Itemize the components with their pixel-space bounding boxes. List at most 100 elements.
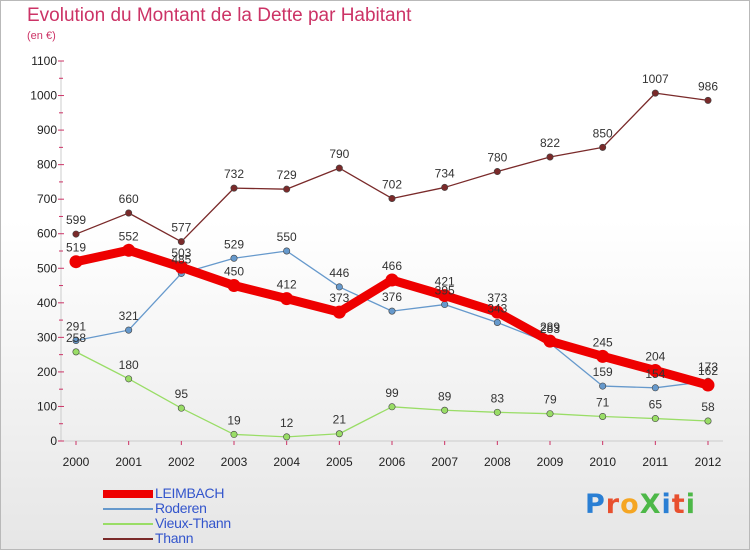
data-point-roderen [493, 319, 501, 327]
x-tick-label: 2009 [537, 455, 564, 469]
data-point-roderen [388, 307, 396, 315]
data-label-thann: 822 [540, 136, 560, 150]
data-label-roderen: 395 [435, 284, 455, 298]
data-label-leimbach: 552 [119, 229, 139, 243]
data-label-leimbach: 450 [224, 265, 244, 279]
data-label-roderen: 550 [277, 230, 297, 244]
y-tick-label: 100 [37, 399, 57, 413]
data-point-roderen [72, 336, 80, 344]
data-label-thann: 1007 [642, 72, 669, 86]
data-point-leimbach [438, 289, 452, 303]
data-label-vieux-thann: 83 [491, 391, 505, 405]
data-label-vieux-thann: 99 [385, 386, 399, 400]
y-tick-label: 500 [37, 261, 57, 275]
data-point-thann [230, 184, 238, 192]
data-point-leimbach [490, 305, 504, 319]
data-point-leimbach [596, 349, 610, 363]
series-line-thann [75, 92, 709, 243]
data-point-roderen [441, 301, 449, 309]
data-label-thann: 729 [277, 168, 297, 182]
data-point-leimbach [122, 243, 136, 257]
legend-item-thann: Thann [103, 531, 231, 546]
data-label-vieux-thann: 79 [543, 393, 557, 407]
data-label-vieux-thann: 19 [227, 413, 241, 427]
y-tick-label: 1000 [30, 89, 57, 103]
data-label-roderen: 159 [593, 365, 613, 379]
data-label-roderen: 154 [645, 367, 665, 381]
data-label-vieux-thann: 89 [438, 389, 452, 403]
data-point-roderen [125, 326, 133, 334]
data-point-thann [441, 183, 449, 191]
legend-label-roderen: Roderen [155, 500, 207, 516]
data-point-leimbach [701, 378, 715, 392]
series-layer [69, 89, 715, 441]
data-label-vieux-thann: 71 [596, 395, 610, 409]
data-point-leimbach [648, 364, 662, 378]
data-label-thann: 660 [119, 192, 139, 206]
data-label-leimbach: 412 [277, 278, 297, 292]
data-point-vieux-thann [599, 412, 607, 420]
x-tick-label: 2001 [115, 455, 142, 469]
data-label-leimbach: 204 [645, 350, 665, 364]
data-label-leimbach: 245 [593, 335, 613, 349]
data-point-thann [177, 238, 185, 246]
data-point-leimbach [385, 273, 399, 287]
data-point-thann [599, 143, 607, 151]
data-label-vieux-thann: 12 [280, 416, 294, 430]
data-label-leimbach: 519 [66, 241, 86, 255]
data-label-thann: 599 [66, 213, 86, 227]
data-point-roderen [335, 283, 343, 291]
data-label-thann: 732 [224, 167, 244, 181]
x-tick-label: 2003 [221, 455, 248, 469]
data-point-leimbach [280, 292, 294, 306]
data-point-roderen [230, 254, 238, 262]
data-point-thann [546, 153, 554, 161]
data-label-thann: 702 [382, 177, 402, 191]
data-label-vieux-thann: 95 [175, 387, 189, 401]
data-point-thann [72, 230, 80, 238]
data-label-roderen: 283 [540, 322, 560, 336]
data-label-roderen: 485 [171, 252, 191, 266]
data-point-thann [651, 89, 659, 97]
data-label-leimbach: 162 [698, 364, 718, 378]
logo-letter: P [585, 489, 606, 520]
data-label-leimbach: 421 [435, 275, 455, 289]
data-point-vieux-thann [651, 415, 659, 423]
x-tick-label: 2006 [379, 455, 406, 469]
legend-swatch-leimbach [103, 489, 153, 498]
data-point-leimbach [332, 305, 346, 319]
logo-letter: r [605, 489, 621, 520]
y-tick-label: 400 [37, 296, 57, 310]
data-label-thann: 790 [329, 147, 349, 161]
legend-swatch-roderen [103, 507, 153, 510]
logo-letter: i [661, 489, 672, 520]
data-label-thann: 577 [171, 221, 191, 235]
y-tick-label: 300 [37, 330, 57, 344]
data-label-roderen: 446 [329, 266, 349, 280]
data-point-thann [704, 96, 712, 104]
legend-item-leimbach: LEIMBACH [103, 486, 231, 501]
chart-subtitle: (en €) [27, 30, 56, 42]
data-point-vieux-thann [335, 430, 343, 438]
x-tick-label: 2005 [326, 455, 353, 469]
x-tick-label: 2000 [63, 455, 90, 469]
legend-swatch-vieux-thann [103, 522, 153, 525]
data-label-vieux-thann: 180 [119, 358, 139, 372]
x-tick-label: 2011 [642, 455, 668, 469]
x-tick-label: 2007 [431, 455, 458, 469]
y-tick-label: 600 [37, 227, 57, 241]
logo-letter: i [685, 489, 696, 520]
legend-item-vieux-thann: Vieux-Thann [103, 516, 231, 531]
x-tick-label: 2010 [589, 455, 616, 469]
y-tick-label: 0 [50, 434, 57, 448]
data-point-thann [388, 194, 396, 202]
data-point-vieux-thann [230, 430, 238, 438]
data-label-leimbach: 503 [171, 246, 191, 260]
data-label-thann: 780 [487, 151, 507, 165]
data-point-leimbach [174, 260, 188, 274]
data-point-vieux-thann [72, 348, 80, 356]
data-labels-layer: 519 552 503 450 412 373 466 421 373 289 245 204 162 2… [66, 72, 718, 430]
x-tick-label: 2004 [273, 455, 300, 469]
logo-letter: t [671, 489, 686, 520]
